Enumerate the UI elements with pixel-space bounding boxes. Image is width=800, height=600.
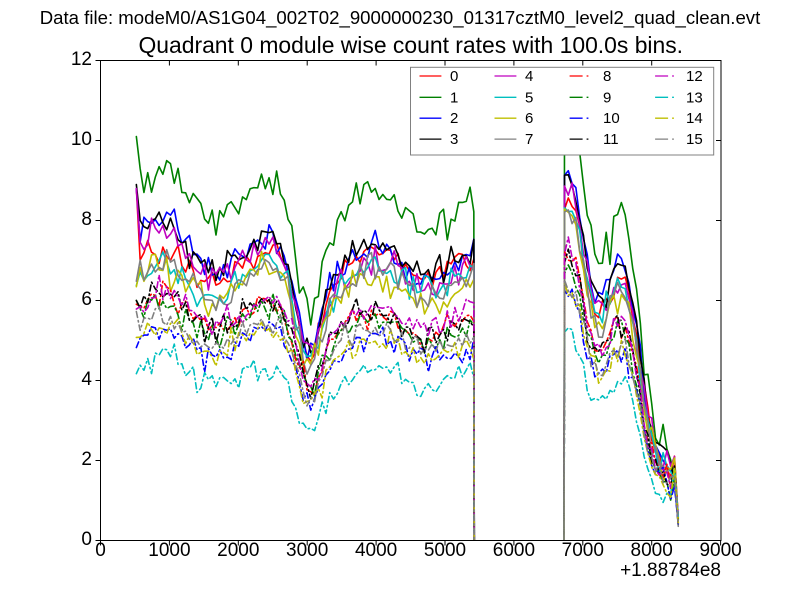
svg-text:13: 13 <box>686 89 703 106</box>
svg-text:5: 5 <box>525 89 533 106</box>
svg-text:10: 10 <box>71 129 92 150</box>
svg-text:8000: 8000 <box>631 540 673 561</box>
svg-text:3000: 3000 <box>286 540 328 561</box>
svg-text:0: 0 <box>81 529 92 550</box>
svg-text:5000: 5000 <box>424 540 466 561</box>
svg-text:0: 0 <box>95 540 106 561</box>
svg-text:6000: 6000 <box>493 540 535 561</box>
svg-text:3: 3 <box>450 131 458 148</box>
svg-text:12: 12 <box>71 49 92 70</box>
svg-text:0: 0 <box>450 68 458 85</box>
svg-text:4: 4 <box>525 68 533 85</box>
svg-text:14: 14 <box>686 110 703 127</box>
svg-text:15: 15 <box>686 131 703 148</box>
svg-text:7: 7 <box>525 131 533 148</box>
svg-text:8: 8 <box>603 68 611 85</box>
svg-text:2000: 2000 <box>217 540 259 561</box>
svg-text:8: 8 <box>81 209 92 230</box>
svg-text:4: 4 <box>81 369 92 390</box>
svg-text:2: 2 <box>450 110 458 127</box>
svg-text:2: 2 <box>81 449 92 470</box>
svg-text:4000: 4000 <box>355 540 397 561</box>
svg-text:10: 10 <box>603 110 620 127</box>
svg-text:6: 6 <box>525 110 533 127</box>
svg-text:9000: 9000 <box>699 540 741 561</box>
svg-text:9: 9 <box>603 89 611 106</box>
svg-text:7000: 7000 <box>562 540 604 561</box>
svg-text:12: 12 <box>686 68 703 85</box>
svg-text:+1.88784e8: +1.88784e8 <box>620 560 721 581</box>
svg-text:6: 6 <box>81 289 92 310</box>
svg-text:1000: 1000 <box>148 540 190 561</box>
svg-text:1: 1 <box>450 89 458 106</box>
svg-text:11: 11 <box>603 131 619 148</box>
